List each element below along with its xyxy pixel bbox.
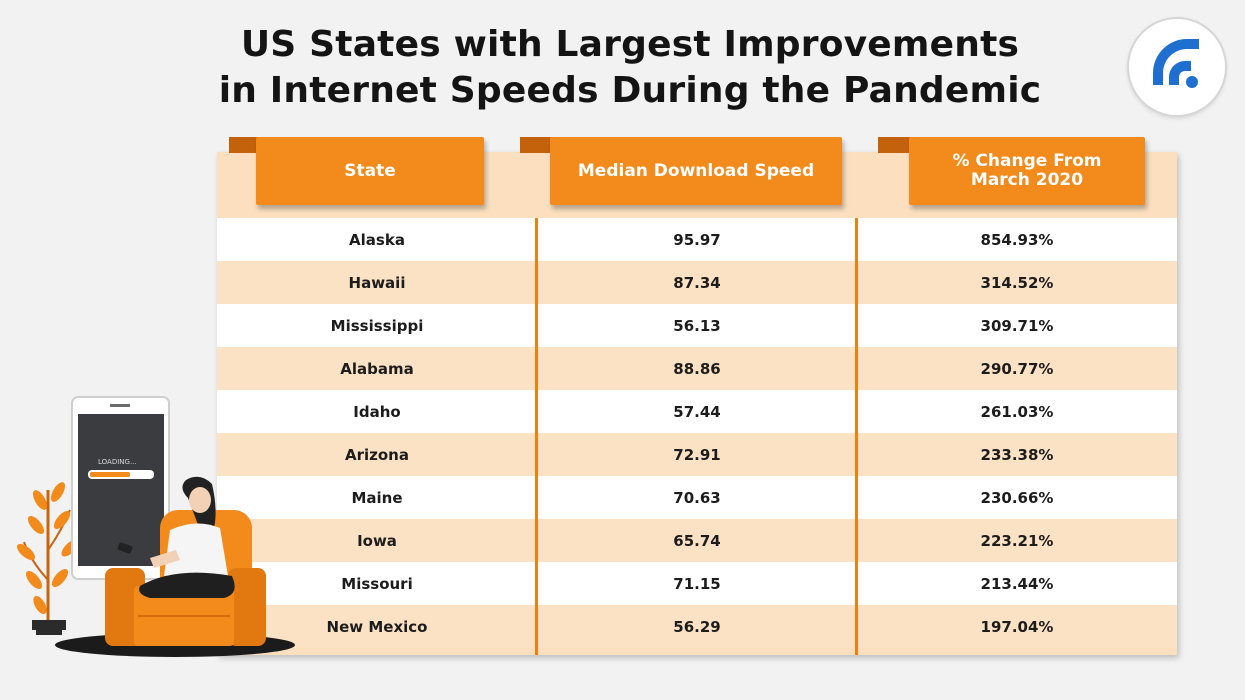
- change-cell: 197.04%: [980, 617, 1054, 636]
- plant-icon: [16, 482, 79, 635]
- speed-cell: 56.29: [673, 617, 721, 636]
- change-cell: 233.38%: [980, 445, 1054, 464]
- table-row: Iowa 65.74 223.21%: [217, 519, 1177, 562]
- table-row: Arizona 72.91 233.38%: [217, 433, 1177, 476]
- change-cell: 213.44%: [980, 574, 1054, 593]
- state-cell: Mississippi: [330, 316, 424, 335]
- illustration: LOADING...: [16, 396, 295, 657]
- table-row: Mississippi 56.13 309.71%: [217, 304, 1177, 347]
- state-cell: Alabama: [340, 359, 414, 378]
- speed-cell: 57.44: [673, 402, 721, 421]
- title-line-2: in Internet Speeds During the Pandemic: [218, 70, 1042, 111]
- loading-label: LOADING...: [98, 458, 137, 466]
- header-tab-fold: [520, 137, 554, 153]
- change-cell: 290.77%: [980, 359, 1054, 378]
- speed-cell: 87.34: [673, 273, 721, 292]
- speed-cell: 65.74: [673, 531, 721, 550]
- column-header-speed: Median Download Speed: [550, 137, 842, 205]
- column-header-change: % Change From March 2020: [909, 137, 1145, 205]
- state-cell: Arizona: [345, 445, 409, 464]
- state-cell: Iowa: [357, 531, 397, 550]
- column-divider: [535, 218, 538, 655]
- table-body: Alaska 95.97 854.93% Hawaii 87.34 314.52% Miss…: [217, 218, 1177, 648]
- change-cell: 230.66%: [980, 488, 1054, 507]
- change-cell: 261.03%: [980, 402, 1054, 421]
- title-line-1: US States with Largest Improvements: [240, 24, 1020, 65]
- table-row: Maine 70.63 230.66%: [217, 476, 1177, 519]
- header-tab-fold: [878, 137, 912, 153]
- column-divider: [855, 218, 858, 655]
- state-cell: Idaho: [353, 402, 401, 421]
- wifi-signal-icon: [1153, 39, 1199, 88]
- phone-icon: LOADING...: [71, 396, 170, 580]
- table-row: Alabama 88.86 290.77%: [217, 347, 1177, 390]
- change-cell: 854.93%: [980, 230, 1054, 249]
- speed-cell: 72.91: [673, 445, 721, 464]
- speed-cell: 56.13: [673, 316, 721, 335]
- table-row: Hawaii 87.34 314.52%: [217, 261, 1177, 304]
- table-row: Missouri 71.15 213.44%: [217, 562, 1177, 605]
- page-title: US States with Largest Improvements in I…: [130, 22, 1130, 114]
- state-cell: Alaska: [349, 230, 405, 249]
- speed-cell: 95.97: [673, 230, 721, 249]
- change-cell: 223.21%: [980, 531, 1054, 550]
- state-cell: Maine: [351, 488, 403, 507]
- table-row: New Mexico 56.29 197.04%: [217, 605, 1177, 648]
- state-cell: New Mexico: [326, 617, 428, 636]
- table-row: Alaska 95.97 854.93%: [217, 218, 1177, 261]
- change-cell: 314.52%: [980, 273, 1054, 292]
- state-cell: Hawaii: [348, 273, 406, 292]
- brand-logo: [1129, 19, 1225, 115]
- speed-cell: 70.63: [673, 488, 721, 507]
- change-cell: 309.71%: [980, 316, 1054, 335]
- speed-cell: 88.86: [673, 359, 721, 378]
- header-tab-fold: [229, 137, 263, 153]
- table-row: Idaho 57.44 261.03%: [217, 390, 1177, 433]
- speed-cell: 71.15: [673, 574, 721, 593]
- person-icon: [117, 476, 235, 598]
- state-cell: Missouri: [341, 574, 413, 593]
- column-header-state: State: [256, 137, 484, 205]
